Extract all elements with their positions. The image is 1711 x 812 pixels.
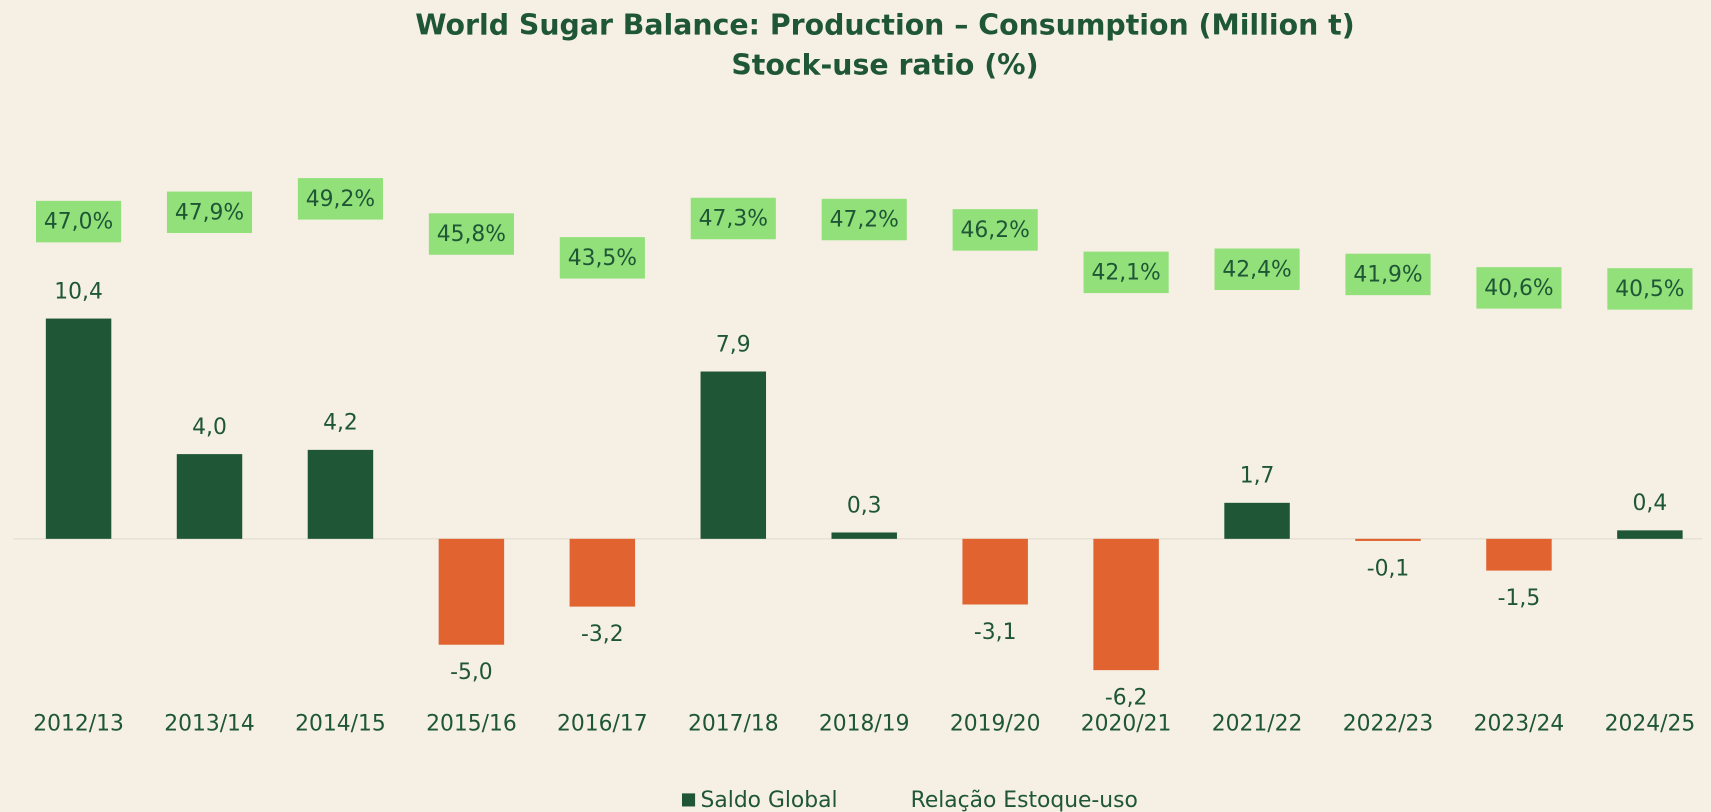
bar bbox=[1355, 538, 1421, 541]
bar bbox=[307, 449, 374, 539]
x-tick-label: 2019/20 bbox=[950, 712, 1041, 737]
bar bbox=[962, 538, 1028, 605]
ratio-box bbox=[1345, 253, 1431, 296]
chart-title: World Sugar Balance: Production – Consum… bbox=[415, 8, 1354, 41]
ratio-label: 47,3% bbox=[699, 207, 768, 232]
ratio-label: 43,5% bbox=[568, 246, 637, 271]
bar bbox=[176, 454, 243, 539]
ratio-label: 47,9% bbox=[175, 200, 244, 225]
ratio-box bbox=[1083, 251, 1169, 294]
ratio-label: 47,0% bbox=[44, 210, 113, 235]
x-tick-label: 2013/14 bbox=[164, 712, 255, 737]
data-label: -3,2 bbox=[581, 622, 624, 647]
data-label: 0,3 bbox=[847, 493, 882, 518]
bar bbox=[1486, 538, 1552, 571]
ratio-box bbox=[690, 197, 776, 240]
ratio-label: 47,2% bbox=[830, 208, 899, 233]
x-tick-label: 2016/17 bbox=[557, 712, 648, 737]
data-label: -0,1 bbox=[1367, 556, 1410, 581]
x-tick-label: 2018/19 bbox=[819, 712, 910, 737]
data-label: 4,0 bbox=[192, 415, 227, 440]
ratio-box bbox=[952, 209, 1038, 251]
bar bbox=[700, 371, 767, 539]
ratio-label: 40,6% bbox=[1484, 276, 1553, 301]
ratio-box bbox=[297, 178, 384, 220]
x-tick-label: 2023/24 bbox=[1474, 712, 1565, 737]
ratio-box bbox=[428, 213, 514, 255]
x-tick-label: 2024/25 bbox=[1605, 712, 1696, 737]
ratio-label: 49,2% bbox=[306, 187, 375, 212]
ratio-box bbox=[1214, 248, 1300, 290]
bar bbox=[1093, 538, 1159, 671]
ratio-label: 42,1% bbox=[1091, 260, 1160, 285]
data-label: 1,7 bbox=[1240, 464, 1275, 489]
bar bbox=[438, 538, 505, 645]
ratio-box bbox=[36, 200, 122, 243]
ratio-label: 45,8% bbox=[437, 222, 506, 247]
ratio-label: 46,2% bbox=[961, 218, 1030, 243]
ratio-label: 40,5% bbox=[1615, 277, 1684, 302]
x-tick-label: 2022/23 bbox=[1343, 712, 1434, 737]
bar bbox=[45, 318, 112, 539]
x-tick-label: 2015/16 bbox=[426, 712, 517, 737]
data-label: 7,9 bbox=[716, 332, 751, 357]
bar bbox=[1617, 530, 1683, 539]
chart-subtitle: Stock-use ratio (%) bbox=[731, 49, 1038, 82]
legend-label: Relação Estoque-uso bbox=[911, 788, 1138, 812]
ratio-box bbox=[821, 198, 907, 241]
bar bbox=[569, 538, 636, 607]
ratio-label: 42,4% bbox=[1222, 257, 1291, 282]
ratio-box bbox=[1476, 267, 1562, 309]
data-label: 10,4 bbox=[54, 279, 103, 304]
data-label: 0,4 bbox=[1633, 491, 1668, 516]
bar bbox=[1224, 502, 1290, 539]
data-label: -3,1 bbox=[974, 620, 1017, 645]
data-label: -1,5 bbox=[1498, 586, 1541, 611]
x-tick-label: 2017/18 bbox=[688, 712, 779, 737]
x-tick-label: 2012/13 bbox=[33, 712, 124, 737]
ratio-box bbox=[1607, 268, 1693, 310]
ratio-label: 41,9% bbox=[1353, 263, 1422, 288]
ratio-box bbox=[166, 191, 253, 234]
legend-swatch bbox=[681, 793, 696, 807]
bar bbox=[831, 532, 897, 539]
x-tick-label: 2020/21 bbox=[1081, 712, 1172, 737]
data-label: 4,2 bbox=[323, 411, 358, 436]
data-label: -6,2 bbox=[1105, 686, 1148, 711]
x-tick-label: 2014/15 bbox=[295, 712, 386, 737]
data-label: -5,0 bbox=[450, 660, 493, 685]
ratio-box bbox=[559, 237, 645, 279]
x-tick-label: 2021/22 bbox=[1212, 712, 1303, 737]
legend-label: Saldo Global bbox=[701, 788, 838, 812]
